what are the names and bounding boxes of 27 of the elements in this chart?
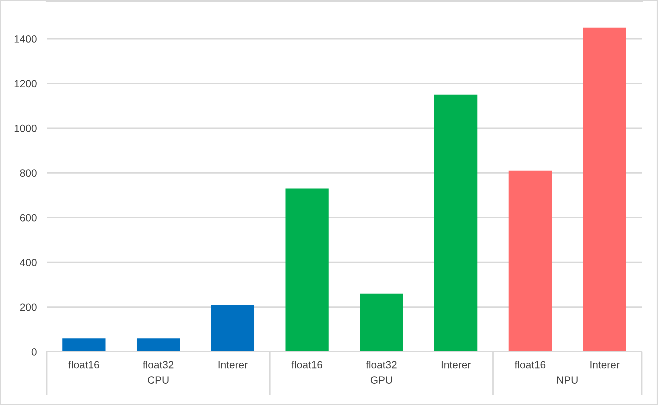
bar	[508, 170, 552, 352]
x-tick-label: float32	[366, 361, 397, 369]
y-tick-label: 800	[20, 170, 37, 178]
x-tick-label: Interer	[218, 361, 248, 369]
y-tick-label: 600	[20, 214, 37, 222]
y-tick-label: 1400	[14, 36, 37, 43]
text: NPU	[557, 376, 578, 384]
bar	[286, 188, 329, 352]
bar	[62, 338, 106, 352]
bar	[360, 294, 404, 352]
y-tick-label: 0	[32, 348, 37, 356]
x-tick-label: float32	[143, 361, 174, 369]
y-tick-label: 1200	[14, 80, 37, 88]
x-tick-label: float16	[292, 361, 322, 369]
bar	[136, 338, 180, 352]
x-tick-label: Interer	[442, 361, 471, 369]
x-tick-label: float16	[514, 361, 546, 369]
text: CPU	[148, 376, 169, 384]
text: GPU	[370, 376, 392, 384]
y-tick-label: 200	[20, 304, 37, 312]
bar	[434, 94, 478, 352]
y-tick-label: 400	[20, 259, 37, 266]
x-tick-label: Interer	[590, 361, 620, 369]
x-tick-label: float16	[68, 361, 100, 369]
bar	[211, 305, 255, 352]
bar	[583, 28, 626, 352]
y-tick-label: 1000	[14, 124, 37, 132]
